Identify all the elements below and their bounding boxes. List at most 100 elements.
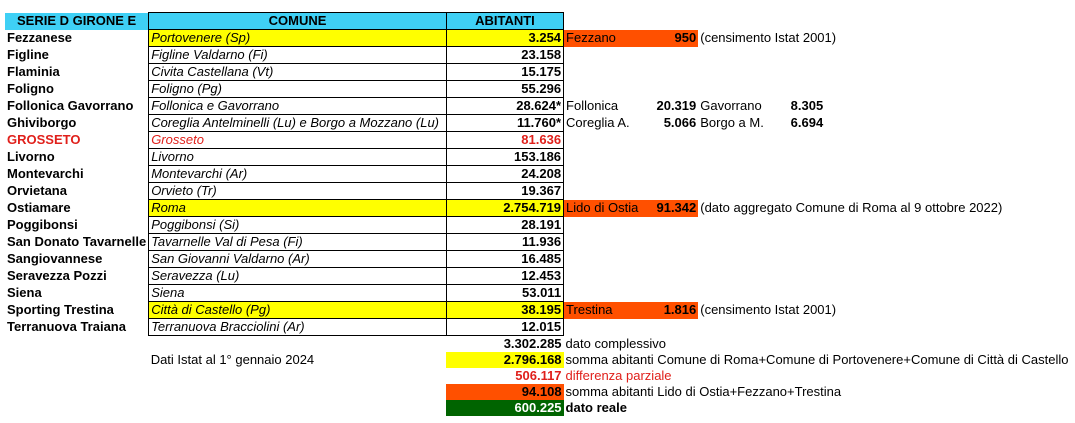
comune-cell[interactable]: Siena [148, 284, 447, 302]
team-cell[interactable]: Terranuova Traiana [7, 319, 126, 334]
extra-value-cell[interactable]: 1.816 [654, 301, 699, 319]
extra-name2-cell[interactable] [698, 149, 780, 166]
extra-note-cell[interactable]: (censimento Istat 2001) [700, 302, 837, 317]
extra-value-cell[interactable] [654, 217, 698, 234]
extra-value-cell[interactable] [654, 166, 698, 183]
header-abitanti[interactable]: ABITANTI [445, 12, 565, 30]
extra-value-cell[interactable] [654, 251, 698, 268]
extra-name-cell[interactable] [564, 64, 655, 81]
extra-name2-cell[interactable] [698, 132, 780, 149]
header-comune[interactable]: COMUNE [148, 12, 447, 30]
summary-label-cell[interactable]: somma abitanti Lido di Ostia+Fezzano+Tre… [565, 384, 842, 399]
team-cell[interactable]: Sporting Trestina [7, 302, 114, 317]
abitanti-cell[interactable]: 28.191 [445, 216, 565, 234]
empty-cell[interactable] [825, 183, 1075, 200]
team-cell[interactable]: Livorno [7, 149, 55, 164]
team-cell[interactable]: Poggibonsi [7, 217, 78, 232]
extra-name-cell[interactable]: Lido di Ostia [563, 199, 655, 217]
summary-value-cell[interactable]: 2.796.168 [446, 352, 564, 368]
team-cell[interactable]: Orvietana [7, 183, 67, 198]
summary-value-cell[interactable]: 94.108 [446, 384, 564, 400]
extra-name2-cell[interactable] [698, 217, 780, 234]
extra-name2-cell[interactable]: Gavorrano [700, 98, 762, 113]
empty-cell[interactable] [825, 268, 1075, 285]
extra-name2-cell[interactable] [698, 251, 780, 268]
extra-name-cell[interactable] [564, 319, 655, 336]
extra-value-cell[interactable]: 5.066 [663, 115, 697, 130]
extra-value2-cell[interactable] [780, 251, 825, 268]
extra-value-cell[interactable] [654, 285, 698, 302]
extra-name-cell[interactable]: Trestina [563, 301, 655, 319]
team-cell[interactable]: San Donato Tavarnelle [7, 234, 147, 249]
extra-name-cell[interactable] [564, 234, 655, 251]
abitanti-cell[interactable]: 12.453 [445, 267, 565, 285]
empty-cell[interactable] [825, 47, 1075, 64]
extra-value-cell[interactable]: 20.319 [656, 98, 697, 113]
summary-label-cell[interactable]: somma abitanti Comune di Roma+Comune di … [565, 352, 1069, 367]
team-cell[interactable]: Foligno [7, 81, 54, 96]
comune-cell[interactable]: Terranuova Bracciolini (Ar) [148, 318, 447, 336]
abitanti-cell[interactable]: 53.011 [445, 284, 565, 302]
extra-name-cell[interactable] [564, 183, 655, 200]
team-cell[interactable]: Seravezza Pozzi [7, 268, 107, 283]
extra-value2-cell[interactable] [780, 64, 825, 81]
comune-cell[interactable]: Orvieto (Tr) [148, 182, 447, 200]
comune-cell[interactable]: Montevarchi (Ar) [148, 165, 447, 183]
extra-value-cell[interactable] [654, 268, 698, 285]
comune-cell[interactable]: Seravezza (Lu) [148, 267, 447, 285]
extra-value-cell[interactable] [654, 234, 698, 251]
comune-cell[interactable]: Civita Castellana (Vt) [148, 63, 447, 81]
extra-name2-cell[interactable] [698, 47, 780, 64]
team-cell[interactable]: Ghiviborgo [7, 115, 77, 130]
extra-value2-cell[interactable] [780, 217, 825, 234]
team-cell[interactable]: Flaminia [7, 64, 60, 79]
team-cell[interactable]: Figline [7, 47, 49, 62]
empty-cell[interactable] [5, 400, 149, 416]
comune-cell[interactable]: Roma [148, 199, 447, 217]
empty-cell[interactable] [825, 132, 1075, 149]
extra-name-cell[interactable] [564, 47, 655, 64]
extra-value2-cell[interactable] [780, 47, 825, 64]
extra-name2-cell[interactable] [698, 183, 780, 200]
empty-cell[interactable] [825, 98, 1075, 115]
extra-name-cell[interactable] [564, 166, 655, 183]
source-cell[interactable] [149, 400, 447, 416]
abitanti-cell[interactable]: 11.936 [445, 233, 565, 251]
empty-cell[interactable] [825, 115, 1075, 132]
comune-cell[interactable]: Tavarnelle Val di Pesa (Fi) [148, 233, 447, 251]
abitanti-cell[interactable]: 38.195 [445, 301, 565, 319]
extra-value2-cell[interactable] [780, 81, 825, 98]
abitanti-cell[interactable]: 3.254 [445, 29, 565, 47]
comune-cell[interactable]: Coreglia Antelminelli (Lu) e Borgo a Moz… [148, 114, 447, 132]
summary-value-cell[interactable]: 3.302.285 [503, 336, 562, 351]
extra-value2-cell[interactable] [780, 285, 825, 302]
team-cell[interactable]: GROSSETO [7, 132, 81, 147]
extra-name-cell[interactable]: Coreglia A. [566, 115, 630, 130]
team-cell[interactable]: Montevarchi [7, 166, 84, 181]
abitanti-cell[interactable]: 28.624* [445, 97, 565, 115]
empty-cell[interactable] [5, 336, 149, 353]
summary-label-cell[interactable]: dato reale [565, 400, 627, 415]
extra-value2-cell[interactable] [780, 234, 825, 251]
abitanti-cell[interactable]: 81.636 [445, 131, 565, 149]
empty-cell[interactable] [825, 319, 1075, 336]
extra-name-cell[interactable] [564, 268, 655, 285]
extra-name-cell[interactable] [564, 81, 655, 98]
team-cell[interactable]: Follonica Gavorrano [7, 98, 134, 113]
extra-value-cell[interactable] [654, 47, 698, 64]
empty-cell[interactable] [825, 149, 1075, 166]
comune-cell[interactable]: Follonica e Gavorrano [148, 97, 447, 115]
comune-cell[interactable]: Grosseto [148, 131, 447, 149]
extra-value2-cell[interactable] [780, 268, 825, 285]
abitanti-cell[interactable]: 55.296 [445, 80, 565, 98]
extra-name-cell[interactable] [564, 132, 655, 149]
extra-value-cell[interactable]: 91.342 [654, 199, 699, 217]
summary-label-cell[interactable]: dato complessivo [565, 335, 666, 351]
source-cell[interactable] [149, 336, 447, 353]
empty-cell[interactable] [825, 285, 1075, 302]
empty-cell[interactable] [825, 217, 1075, 234]
extra-name2-cell[interactable] [698, 166, 780, 183]
team-cell[interactable]: Fezzanese [7, 30, 73, 45]
comune-cell[interactable]: Livorno [148, 148, 447, 166]
empty-cell[interactable] [825, 81, 1075, 98]
